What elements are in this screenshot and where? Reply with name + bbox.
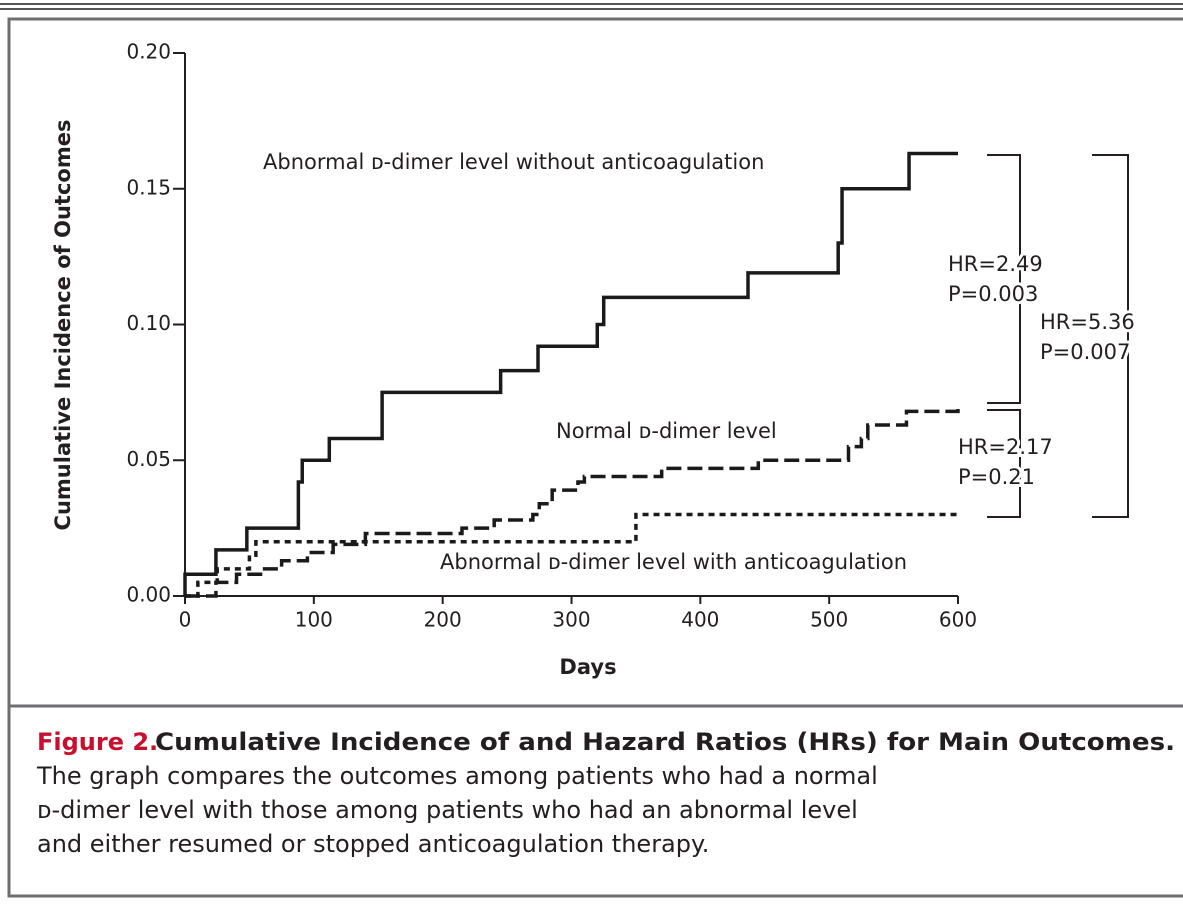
annotation: HR=2.49 [948, 252, 1043, 276]
y-tick-label: 0.15 [126, 175, 171, 199]
x-tick-label: 600 [939, 608, 977, 632]
brackets [987, 154, 1129, 518]
annotation: P=0.007 [1040, 340, 1130, 364]
y-tick-label: 0.10 [126, 311, 171, 335]
x-tick-label: 0 [179, 608, 192, 632]
caption-title: Cumulative Incidence of and Hazard Ratio… [155, 728, 1175, 756]
bracket [987, 409, 1021, 518]
annotation: P=0.003 [948, 282, 1038, 306]
annotation: HR=2.17 [958, 435, 1053, 459]
annotation: P=0.21 [958, 465, 1035, 489]
y-tick-label: 0.20 [126, 40, 171, 64]
series-label: Abnormal ᴅ-dimer level without anticoagu… [263, 150, 764, 174]
x-tick-label: 100 [295, 608, 333, 632]
caption-panel [7, 704, 1183, 898]
bracket [1092, 154, 1129, 518]
caption-line: The graph compares the outcomes among pa… [36, 762, 878, 790]
series-label: Abnormal ᴅ-dimer level with anticoagulat… [440, 550, 907, 574]
series-label: Normal ᴅ-dimer level [556, 419, 777, 443]
step-line [185, 408, 960, 598]
x-tick-label: 300 [552, 608, 590, 632]
figure-label: Figure 2. [37, 728, 158, 756]
x-axis-title: Days [559, 655, 616, 679]
y-tick-label: 0.00 [126, 583, 171, 607]
annotation: HR=5.36 [1040, 310, 1135, 334]
x-tick-label: 500 [810, 608, 848, 632]
caption-line: and either resumed or stopped anticoagul… [37, 830, 709, 858]
x-tick-label: 200 [424, 608, 462, 632]
step-line [183, 151, 958, 596]
y-axis-title: Cumulative Incidence of Outcomes [51, 120, 75, 531]
caption-line: ᴅ-dimer level with those among patients … [37, 796, 858, 824]
step-line [185, 512, 958, 598]
y-tick-label: 0.05 [126, 447, 171, 471]
x-tick-label: 400 [681, 608, 719, 632]
bracket [987, 154, 1021, 404]
